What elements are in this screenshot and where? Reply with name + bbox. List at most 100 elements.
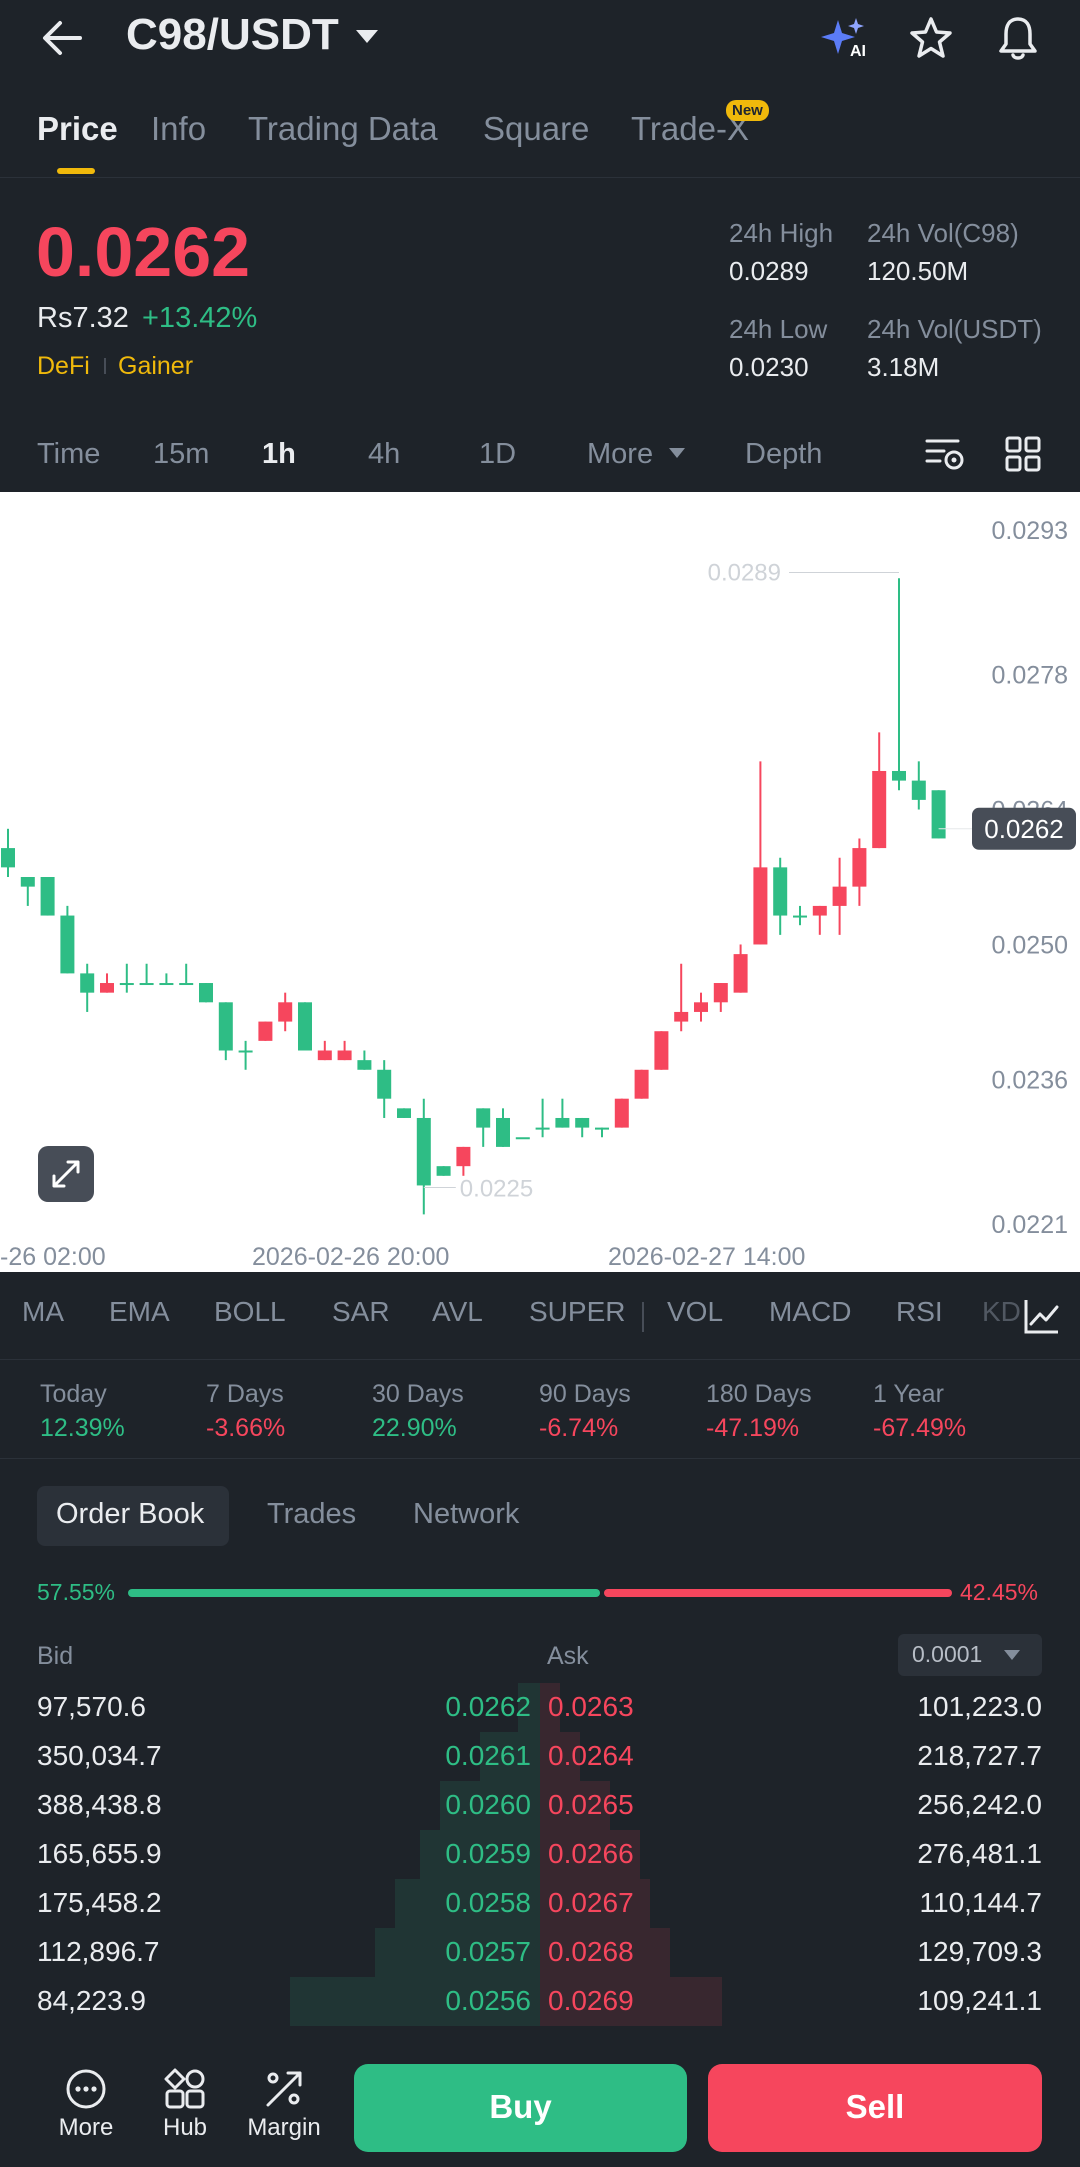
candle-body [496, 1117, 510, 1147]
bid-price[interactable]: 0.0256 [445, 1985, 531, 2016]
tab-order-book[interactable]: Order Book [56, 1498, 205, 1530]
tag-defi[interactable]: DeFi [37, 352, 90, 380]
more-button[interactable]: More [41, 2068, 131, 2141]
ask-quantity: 110,144.7 [919, 1887, 1043, 1918]
indicator-bar: MA EMA BOLL SAR AVL SUPER VOL MACD RSI K… [0, 1272, 1080, 1360]
interval-time[interactable]: Time [37, 438, 101, 470]
bid-depth-bar [420, 1830, 540, 1879]
grid-layout-icon[interactable] [1004, 435, 1042, 473]
y-axis-tick-label: 0.0221 [992, 1211, 1068, 1239]
interval-15m[interactable]: 15m [153, 438, 210, 470]
candle-body [40, 877, 55, 916]
tab-info[interactable]: Info [151, 110, 207, 147]
perf-180d-label: 180 Days [706, 1380, 812, 1408]
perf-today-value: 12.39% [40, 1414, 125, 1442]
ask-price[interactable]: 0.0266 [548, 1838, 634, 1869]
orderbook-row[interactable]: 84,223.9 0.0256 0.0269 109,241.1 [0, 1977, 1080, 2026]
indicator-settings-icon[interactable] [1022, 1296, 1062, 1336]
candle-body [139, 983, 154, 986]
tag-gainer[interactable]: Gainer [118, 352, 194, 380]
tab-price[interactable]: Price [37, 110, 118, 147]
chart-settings-icon[interactable] [924, 434, 966, 474]
more-caret-icon[interactable] [669, 448, 685, 458]
indicator-boll[interactable]: BOLL [214, 1296, 286, 1327]
indicator-ema[interactable]: EMA [109, 1296, 170, 1327]
bid-price[interactable]: 0.0261 [445, 1740, 531, 1771]
hub-button[interactable]: Hub [140, 2068, 230, 2141]
favorite-star-icon[interactable] [908, 16, 954, 60]
perf-30d-value: 22.90% [372, 1414, 457, 1442]
bid-price[interactable]: 0.0262 [445, 1691, 531, 1722]
buy-label: Buy [489, 2088, 552, 2125]
candle-body [634, 1069, 649, 1099]
bid-price[interactable]: 0.0259 [445, 1838, 531, 1869]
interval-more[interactable]: More [587, 438, 654, 470]
svg-text:AI: AI [850, 43, 866, 60]
ask-ratio: 42.45% [960, 1579, 1039, 1605]
candle-body [812, 905, 827, 916]
ask-quantity: 109,241.1 [917, 1985, 1042, 2016]
tab-trades[interactable]: Trades [267, 1498, 357, 1530]
interval-1h[interactable]: 1h [262, 438, 296, 470]
bid-price[interactable]: 0.0258 [445, 1887, 531, 1918]
ask-price[interactable]: 0.0264 [548, 1740, 634, 1771]
indicator-sar[interactable]: SAR [332, 1296, 390, 1327]
margin-button[interactable]: Margin [239, 2068, 329, 2141]
bid-depth-bar [395, 1879, 540, 1928]
interval-depth[interactable]: Depth [745, 438, 823, 470]
candle-body [931, 790, 946, 839]
buy-button[interactable]: Buy [354, 2064, 687, 2152]
back-arrow-icon[interactable] [40, 18, 84, 58]
x-axis-tick-label: 2026-02-26 20:00 [252, 1243, 449, 1271]
pair-dropdown-caret-icon[interactable] [356, 30, 378, 43]
bid-quantity: 350,034.7 [37, 1740, 162, 1771]
ai-sparkle-icon[interactable]: AI [820, 16, 870, 62]
hub-label: Hub [162, 2114, 208, 2141]
ask-depth-bar [540, 1928, 670, 1977]
candle-body [852, 848, 867, 887]
ask-price[interactable]: 0.0263 [548, 1691, 634, 1722]
candle-body [614, 1098, 629, 1128]
y-axis-tick-label: 0.0293 [992, 517, 1068, 545]
indicator-avl[interactable]: AVL [432, 1296, 483, 1327]
tab-trading-data[interactable]: Trading Data [248, 110, 438, 147]
orderbook-row[interactable]: 350,034.7 0.0261 0.0264 218,727.7 [0, 1732, 1080, 1781]
tab-order-book-bg[interactable] [37, 1486, 229, 1546]
bid-quantity: 388,438.8 [37, 1789, 162, 1820]
bid-price[interactable]: 0.0260 [445, 1789, 531, 1820]
candle-body [575, 1117, 590, 1128]
interval-1d[interactable]: 1D [479, 438, 517, 470]
bottom-action-bar: More Hub Margin Buy Sell [0, 2036, 1080, 2167]
orderbook-row[interactable]: 97,570.6 0.0262 0.0263 101,223.0 [0, 1683, 1080, 1732]
ask-price[interactable]: 0.0269 [548, 1985, 634, 2016]
ask-price[interactable]: 0.0265 [548, 1789, 634, 1820]
margin-label: Margin [247, 2114, 321, 2141]
orderbook-row[interactable]: 388,438.8 0.0260 0.0265 256,242.0 [0, 1781, 1080, 1830]
candle-body [555, 1117, 570, 1128]
expand-chart-button[interactable] [38, 1146, 94, 1202]
notification-bell-icon[interactable] [996, 14, 1040, 62]
indicator-ma[interactable]: MA [22, 1296, 64, 1327]
ask-price[interactable]: 0.0268 [548, 1936, 634, 1967]
ask-price[interactable]: 0.0267 [548, 1887, 634, 1918]
tab-network[interactable]: Network [413, 1498, 520, 1530]
orderbook-row[interactable]: 175,458.2 0.0258 0.0267 110,144.7 [0, 1879, 1080, 1928]
precision-select[interactable]: 0.0001 [898, 1634, 1042, 1676]
tab-square[interactable]: Square [483, 110, 590, 147]
indicator-super[interactable]: SUPER [529, 1296, 626, 1327]
indicator-kd[interactable]: KD [982, 1296, 1021, 1327]
orderbook-row[interactable]: 165,655.9 0.0259 0.0266 276,481.1 [0, 1830, 1080, 1879]
perf-30d-label: 30 Days [372, 1380, 464, 1408]
indicator-macd[interactable]: MACD [769, 1296, 852, 1327]
candle-body [793, 915, 807, 918]
indicator-vol[interactable]: VOL [667, 1296, 724, 1327]
pair-title[interactable]: C98/USDT [126, 10, 339, 59]
orderbook-row[interactable]: 112,896.7 0.0257 0.0268 129,709.3 [0, 1928, 1080, 1977]
candle-body [218, 1002, 233, 1051]
bid-price[interactable]: 0.0257 [445, 1936, 531, 1967]
interval-4h[interactable]: 4h [368, 438, 401, 470]
indicator-rsi[interactable]: RSI [896, 1296, 943, 1327]
sell-button[interactable]: Sell [708, 2064, 1042, 2152]
